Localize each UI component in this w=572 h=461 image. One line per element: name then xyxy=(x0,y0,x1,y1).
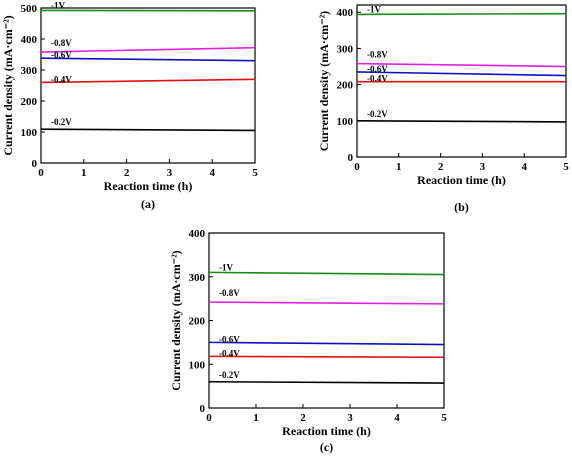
x-tick-label: 0 xyxy=(38,167,44,179)
x-tick-label: 2 xyxy=(438,161,444,173)
series-line xyxy=(356,12,567,16)
y-axis-label: Current density (mA·cm⁻²) xyxy=(1,15,15,155)
y-tick-label: 300 xyxy=(337,43,354,55)
y-tick-label: 400 xyxy=(337,7,354,19)
series-line xyxy=(356,62,567,68)
x-tick-label: 1 xyxy=(253,412,259,424)
y-axis-label: Current density (mA·cm⁻²) xyxy=(317,11,331,151)
y-tick-label: 100 xyxy=(21,127,38,139)
x-tick-label: 5 xyxy=(252,167,258,179)
series-label: -0.2V xyxy=(367,109,388,119)
y-tick-label: 100 xyxy=(189,359,206,371)
y-tick-label: 400 xyxy=(189,228,206,240)
panel-label: (a) xyxy=(141,197,155,211)
x-tick-label: 4 xyxy=(521,161,527,173)
y-tick-label: 500 xyxy=(21,3,38,15)
series-label: -0.8V xyxy=(367,50,388,60)
panel-c: 0 1 2 3 4 5 0 100 200 300 400 Reaction time (h) Curr… xyxy=(169,228,447,454)
series-line xyxy=(208,341,445,346)
y-tick-label: 300 xyxy=(189,272,206,284)
y-tick-label: 200 xyxy=(21,96,38,108)
series-label: -0.2V xyxy=(219,370,240,380)
x-tick-label: 3 xyxy=(167,167,173,179)
y-tick-label: 200 xyxy=(189,316,206,328)
x-tick-label: 1 xyxy=(81,167,87,179)
x-tick-label: 4 xyxy=(394,412,400,424)
y-axis-label: Current density (mA·cm⁻²) xyxy=(169,250,183,390)
x-tick-label: 4 xyxy=(209,167,215,179)
series-line xyxy=(40,78,256,84)
panel-label: (b) xyxy=(454,200,469,214)
series-line xyxy=(356,120,567,123)
plot-frame xyxy=(40,7,256,164)
y-tick-label: 200 xyxy=(337,80,354,92)
series-label: -0.6V xyxy=(219,334,240,344)
y-tick-label: 0 xyxy=(32,158,38,170)
series-label: -0.8V xyxy=(219,288,240,298)
y-tick-label: 400 xyxy=(21,34,38,46)
x-axis-label: Reaction time (h) xyxy=(104,179,193,193)
x-tick-label: 0 xyxy=(206,412,212,424)
y-tick-label: 100 xyxy=(337,116,354,128)
series-label: -0.4V xyxy=(219,348,240,358)
x-tick-label: 5 xyxy=(563,161,569,173)
series-line xyxy=(356,71,567,77)
series-line xyxy=(40,128,256,132)
x-axis-label: Reaction time (h) xyxy=(282,424,371,438)
panel-label: (c) xyxy=(320,440,333,454)
y-tick-label: 300 xyxy=(21,65,38,77)
series-label: -0.4V xyxy=(51,74,72,84)
x-tick-label: 3 xyxy=(347,412,353,424)
x-tick-label: 2 xyxy=(124,167,130,179)
series-label: -1V xyxy=(219,262,233,272)
series-line xyxy=(40,57,256,62)
x-tick-label: 1 xyxy=(396,161,402,173)
series-label: -0.2V xyxy=(51,117,72,127)
series-label: -0.6V xyxy=(51,50,72,60)
x-axis-label: Reaction time (h) xyxy=(417,173,506,187)
panel-b: 0 1 2 3 4 5 0 100 200 300 400 Reaction time (h) Curr… xyxy=(317,4,569,214)
panel-a: 0 1 2 3 4 5 0 100 200 300 400 500 Reaction time (h) C… xyxy=(1,0,258,211)
y-tick-label: 0 xyxy=(348,152,354,164)
series-line xyxy=(208,271,445,276)
y-tick-label: 0 xyxy=(200,403,206,415)
series-line xyxy=(40,46,256,53)
series-line xyxy=(208,301,445,305)
series-line xyxy=(208,355,445,359)
series-label: -1V xyxy=(51,0,65,10)
series-label: -0.6V xyxy=(367,64,388,74)
x-tick-label: 2 xyxy=(300,412,306,424)
x-tick-label: 3 xyxy=(480,161,486,173)
series-label: -0.4V xyxy=(367,74,388,84)
series-line xyxy=(208,380,445,384)
series-label: -0.8V xyxy=(51,38,72,48)
x-tick-label: 5 xyxy=(441,412,447,424)
x-tick-label: 0 xyxy=(354,161,360,173)
series-label: -1V xyxy=(367,4,381,14)
